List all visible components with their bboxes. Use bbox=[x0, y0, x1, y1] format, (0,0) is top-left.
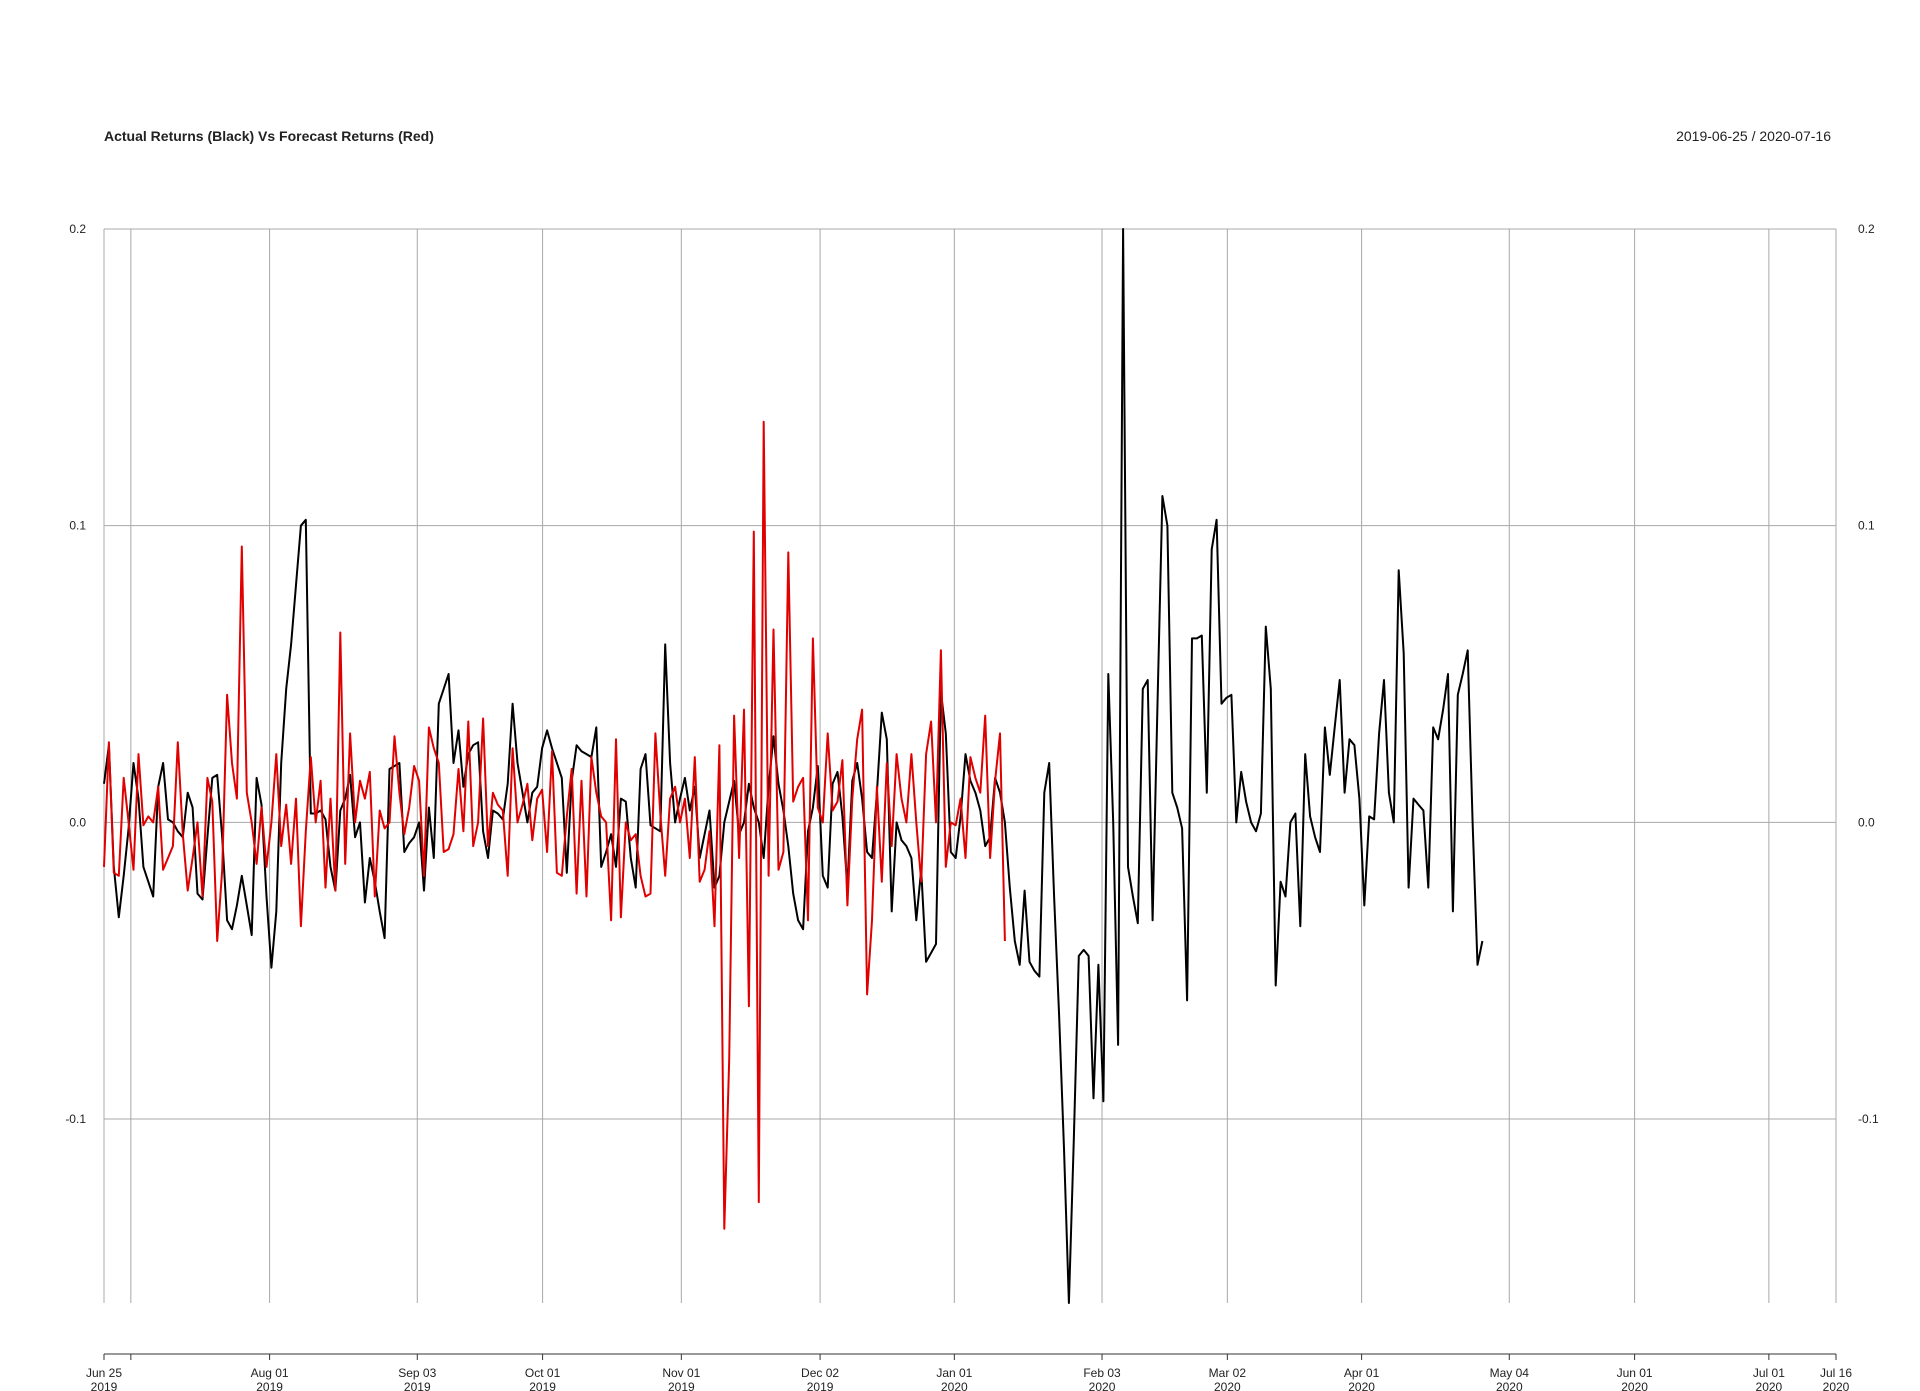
x-tick-year-label: 2020 bbox=[1348, 1380, 1375, 1391]
x-tick-label: Nov 01 bbox=[662, 1366, 700, 1380]
x-tick-year-label: 2019 bbox=[529, 1380, 556, 1391]
x-tick-label: Mar 02 bbox=[1209, 1366, 1247, 1380]
x-tick-year-label: 2020 bbox=[1089, 1380, 1116, 1391]
x-tick-label: May 04 bbox=[1490, 1366, 1530, 1380]
y-tick-label-right: 0.1 bbox=[1858, 519, 1875, 533]
x-tick-label: Dec 02 bbox=[801, 1366, 839, 1380]
x-tick-year-label: 2020 bbox=[1496, 1380, 1523, 1391]
x-tick-year-label: 2019 bbox=[91, 1380, 118, 1391]
y-tick-label-left: -0.1 bbox=[65, 1112, 86, 1126]
y-tick-label-left: 0.2 bbox=[69, 222, 86, 236]
x-tick-label: Apr 01 bbox=[1344, 1366, 1380, 1380]
x-tick-label: Sep 03 bbox=[398, 1366, 436, 1380]
x-tick-year-label: 2020 bbox=[1214, 1380, 1241, 1391]
x-tick-year-label: 2020 bbox=[1756, 1380, 1783, 1391]
x-tick-year-label: 2019 bbox=[256, 1380, 283, 1391]
x-tick-label: Feb 03 bbox=[1083, 1366, 1121, 1380]
x-tick-year-label: 2019 bbox=[807, 1380, 834, 1391]
x-tick-year-label: 2020 bbox=[1621, 1380, 1648, 1391]
y-tick-label-left: 0.1 bbox=[69, 519, 86, 533]
x-tick-year-label: 2019 bbox=[404, 1380, 431, 1391]
y-tick-label-right: -0.1 bbox=[1858, 1112, 1879, 1126]
date-range-label: 2019-06-25 / 2020-07-16 bbox=[1676, 128, 1831, 144]
y-tick-label-left: 0.0 bbox=[69, 815, 86, 829]
y-tick-label-right: 0.2 bbox=[1858, 222, 1875, 236]
series-lines bbox=[103, 228, 1484, 1304]
forecast-returns-line bbox=[103, 420, 1006, 1230]
x-tick-label: Jul 01 bbox=[1753, 1366, 1785, 1380]
x-tick-label: Jul 16 bbox=[1820, 1366, 1852, 1380]
gridlines bbox=[103, 228, 1837, 1303]
actual-returns-line bbox=[103, 228, 1484, 1304]
chart-title: Actual Returns (Black) Vs Forecast Retur… bbox=[104, 128, 434, 144]
x-tick-label: Aug 01 bbox=[251, 1366, 289, 1380]
x-tick-label: Oct 01 bbox=[525, 1366, 561, 1380]
x-tick-year-label: 2020 bbox=[941, 1380, 968, 1391]
x-tick-label: Jun 25 bbox=[86, 1366, 122, 1380]
y-tick-label-right: 0.0 bbox=[1858, 815, 1875, 829]
x-tick-label: Jun 01 bbox=[1617, 1366, 1653, 1380]
x-tick-label: Jan 01 bbox=[936, 1366, 972, 1380]
x-tick-year-label: 2019 bbox=[668, 1380, 695, 1391]
x-tick-year-label: 2020 bbox=[1823, 1380, 1850, 1391]
